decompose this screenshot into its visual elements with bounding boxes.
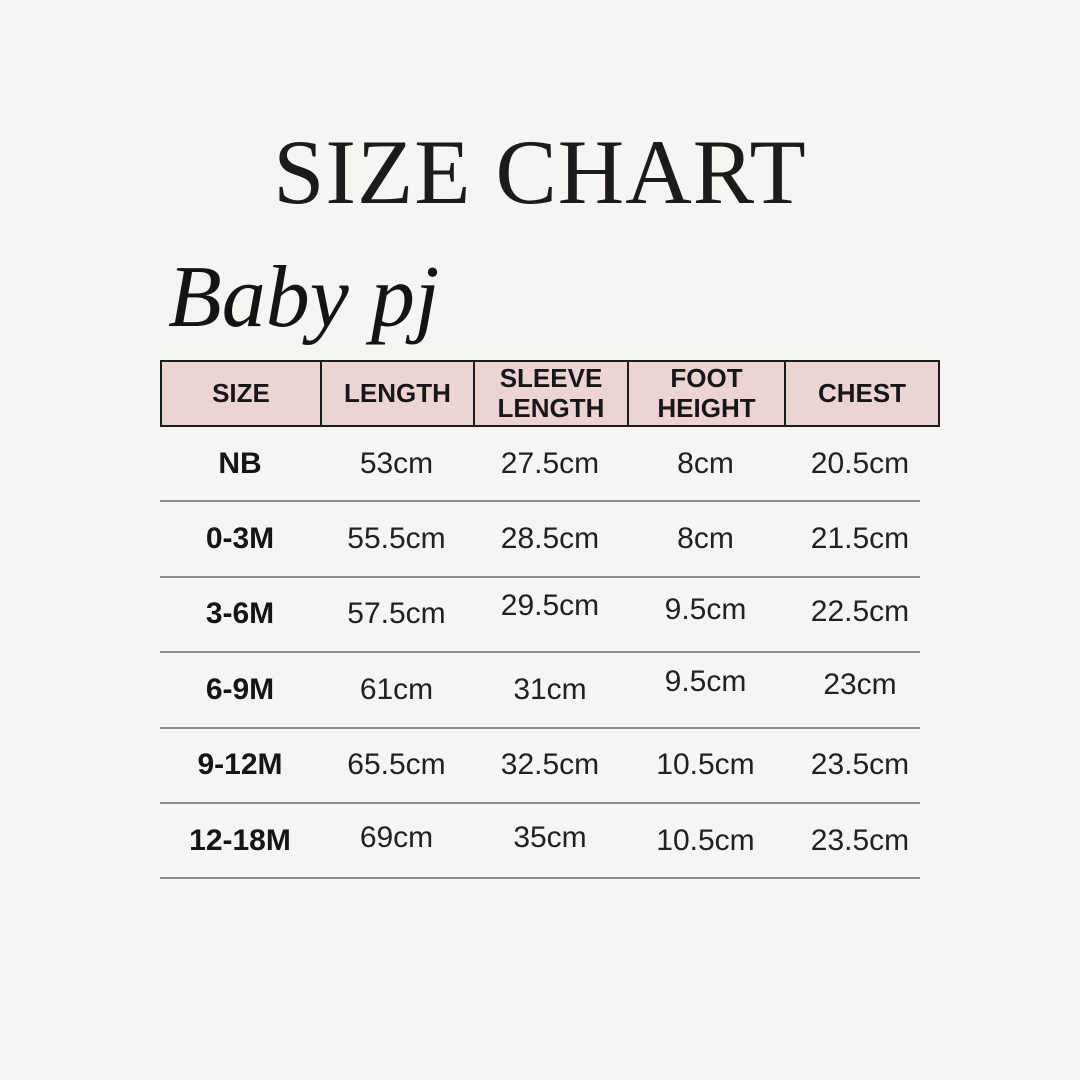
cell-sleeve-length: 32.5cm [500, 748, 600, 782]
table-row-0-3m: 0-3M 55.5cm 28.5cm 8cm 21.5cm [160, 502, 940, 575]
cell-chest: 22.5cm [810, 595, 910, 629]
row-divider [160, 726, 920, 729]
cell-chest: 23cm [823, 667, 897, 701]
cell-length: 61cm [359, 672, 434, 706]
table-body: NB 53cm 27.5cm 8cm 20.5cm 0-3M 55.5cm 28… [160, 427, 940, 880]
cell-chest: 21.5cm [810, 522, 910, 556]
table-row-12-18m: 12-18M 69cm 35cm 10.5cm 23.5cm [160, 804, 940, 877]
cell-sleeve-length: 31cm [513, 672, 587, 706]
row-divider [160, 651, 920, 654]
cell-length: 69cm [359, 820, 434, 854]
cell-length: 65.5cm [347, 748, 446, 782]
header-sleeve-length: SLEEVE LENGTH [475, 362, 629, 425]
brand-script-text: Baby pj [168, 249, 440, 346]
row-divider [160, 500, 920, 503]
page-title: SIZE CHART [273, 121, 807, 223]
cell-size: 9-12M [197, 748, 283, 782]
header-size: SIZE [162, 362, 322, 425]
cell-foot-height: 10.5cm [656, 823, 755, 857]
table-row-6-9m: 6-9M 61cm 31cm 9.5cm 23cm [160, 653, 940, 726]
cell-foot-height: 8cm [677, 522, 734, 556]
cell-chest: 23.5cm [810, 748, 910, 782]
cell-sleeve-length: 35cm [513, 820, 587, 854]
cell-sleeve-length: 29.5cm [500, 589, 600, 623]
cell-size: 3-6M [205, 597, 275, 631]
cell-length: 53cm [359, 446, 434, 480]
cell-size: NB [218, 446, 262, 480]
table-row-3-6m: 3-6M 57.5cm 29.5cm 9.5cm 22.5cm [160, 578, 940, 651]
row-divider [160, 801, 920, 804]
row-divider [160, 877, 920, 880]
cell-chest: 20.5cm [810, 446, 910, 480]
cell-size: 0-3M [205, 522, 275, 556]
cell-length: 57.5cm [347, 597, 446, 631]
cell-chest: 23.5cm [810, 823, 910, 857]
table-row-nb: NB 53cm 27.5cm 8cm 20.5cm [160, 427, 940, 500]
table-row-9-12m: 9-12M 65.5cm 32.5cm 10.5cm 23.5cm [160, 729, 940, 802]
cell-foot-height: 10.5cm [656, 748, 755, 782]
cell-length: 55.5cm [347, 522, 446, 556]
header-length: LENGTH [322, 362, 475, 425]
size-table: SIZE LENGTH SLEEVE LENGTH FOOT HEIGHT CH… [160, 360, 940, 880]
table-header-row: SIZE LENGTH SLEEVE LENGTH FOOT HEIGHT CH… [160, 360, 940, 427]
cell-foot-height: 9.5cm [664, 593, 747, 627]
cell-sleeve-length: 28.5cm [500, 522, 600, 556]
cell-sleeve-length: 27.5cm [500, 446, 600, 480]
cell-foot-height: 9.5cm [664, 664, 747, 698]
cell-size: 12-18M [189, 823, 291, 857]
header-foot-height: FOOT HEIGHT [629, 362, 786, 425]
row-divider [160, 575, 920, 578]
header-chest: CHEST [817, 377, 907, 408]
cell-size: 6-9M [205, 672, 275, 706]
cell-foot-height: 8cm [677, 446, 734, 480]
